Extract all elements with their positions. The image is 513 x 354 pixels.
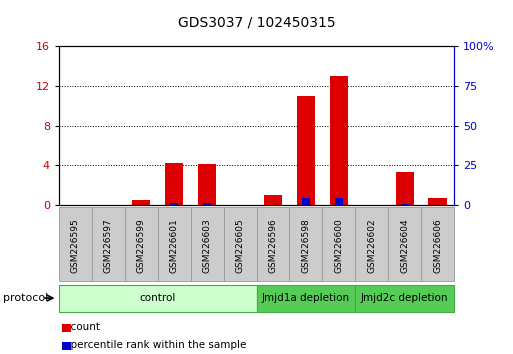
Bar xyxy=(421,207,454,281)
Bar xyxy=(203,203,211,205)
Bar xyxy=(396,172,413,205)
Text: GSM226604: GSM226604 xyxy=(400,218,409,273)
Bar xyxy=(355,207,388,281)
Bar xyxy=(428,198,447,205)
Text: protocol: protocol xyxy=(3,293,48,303)
Bar xyxy=(330,76,348,205)
Bar xyxy=(302,198,310,205)
Text: percentile rank within the sample: percentile rank within the sample xyxy=(64,340,247,350)
Text: GSM226605: GSM226605 xyxy=(235,218,245,273)
Bar xyxy=(401,204,409,205)
Text: GSM226599: GSM226599 xyxy=(137,218,146,273)
Text: GSM226596: GSM226596 xyxy=(268,218,278,273)
Bar xyxy=(191,207,224,281)
Bar xyxy=(198,164,216,205)
Text: control: control xyxy=(140,293,176,303)
Text: GSM226597: GSM226597 xyxy=(104,218,113,273)
Text: GSM226600: GSM226600 xyxy=(334,218,343,273)
Bar xyxy=(165,162,183,205)
Bar xyxy=(322,207,355,281)
Bar xyxy=(125,207,158,281)
Bar xyxy=(297,96,315,205)
Text: GSM226602: GSM226602 xyxy=(367,218,376,273)
Text: count: count xyxy=(64,322,100,332)
Bar xyxy=(334,198,343,205)
Bar xyxy=(59,285,256,312)
Bar xyxy=(62,342,71,350)
Text: Jmjd2c depletion: Jmjd2c depletion xyxy=(361,293,448,303)
Bar xyxy=(289,207,322,281)
Bar xyxy=(256,207,289,281)
Text: GSM226598: GSM226598 xyxy=(301,218,310,273)
Bar xyxy=(256,285,355,312)
Text: GSM226601: GSM226601 xyxy=(170,218,179,273)
Bar xyxy=(355,285,454,312)
Bar xyxy=(132,200,150,205)
Bar xyxy=(388,207,421,281)
Text: GDS3037 / 102450315: GDS3037 / 102450315 xyxy=(177,16,336,30)
Text: GSM226606: GSM226606 xyxy=(433,218,442,273)
Bar xyxy=(92,207,125,281)
Bar xyxy=(264,195,282,205)
Bar xyxy=(158,207,191,281)
Bar xyxy=(62,324,71,332)
Text: GSM226595: GSM226595 xyxy=(71,218,80,273)
Bar xyxy=(224,207,256,281)
Bar xyxy=(59,207,92,281)
Text: GSM226603: GSM226603 xyxy=(203,218,212,273)
Text: Jmjd1a depletion: Jmjd1a depletion xyxy=(262,293,350,303)
Bar xyxy=(170,203,179,205)
